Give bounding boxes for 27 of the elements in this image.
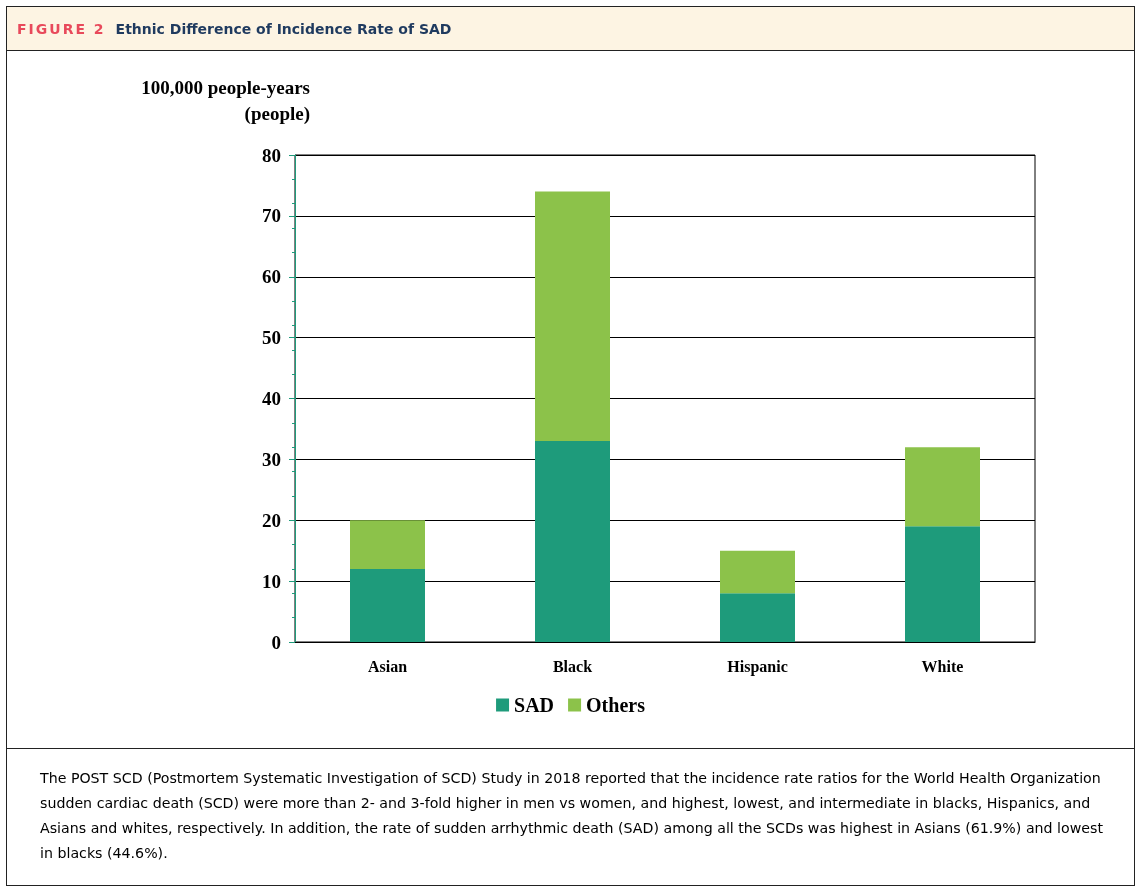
y-tick-label: 40 xyxy=(262,388,281,409)
y-tick-label: 50 xyxy=(262,327,281,349)
bar xyxy=(720,593,795,642)
bar xyxy=(720,550,795,594)
y-tick-label: 70 xyxy=(262,205,281,227)
chart-title: Ethnic Difference of Incidence Rate of SAD xyxy=(115,20,452,37)
bar xyxy=(905,447,980,527)
legend-label: Others xyxy=(586,694,646,716)
y-tick-label: 0 xyxy=(271,631,281,653)
y-tick-label: 60 xyxy=(262,266,281,288)
bar xyxy=(905,526,980,642)
y-tick-label: 80 xyxy=(262,144,281,166)
bar xyxy=(535,441,610,642)
y-tick-label: 10 xyxy=(262,570,281,592)
y-tick-label: 20 xyxy=(262,509,281,531)
caption: FIGURE 2 xyxy=(17,20,106,37)
x-tick-label: Hispanic xyxy=(727,657,788,676)
y-axis-title: 100,000 people-years (people) xyxy=(140,76,310,126)
legend-label: SAD xyxy=(514,694,555,716)
y-tick-label: 30 xyxy=(262,448,281,470)
bar xyxy=(350,568,425,642)
bar xyxy=(350,520,425,569)
text: The POST SCD (Postmortem Systematic Investigation of SCD) Study in 2018 reported that the incidence rate ratios for the World Health Organization sudden cardiac death (SCD) were more than 2- and 3-fold higher in men vs women, and highest, lowest, and intermediate in blacks, Hispanics, and Asians and whites, respectively. In addition, the rate of sudden arrhythmic death (SAD) among all the SCDs was highest in Asians (61.9%) and lowest in blacks (44.6%). xyxy=(7,748,1134,866)
x-tick-label: White xyxy=(921,657,964,675)
x-tick-label: Asian xyxy=(367,657,408,675)
bar xyxy=(535,191,610,442)
x-tick-label: Black xyxy=(552,657,593,675)
